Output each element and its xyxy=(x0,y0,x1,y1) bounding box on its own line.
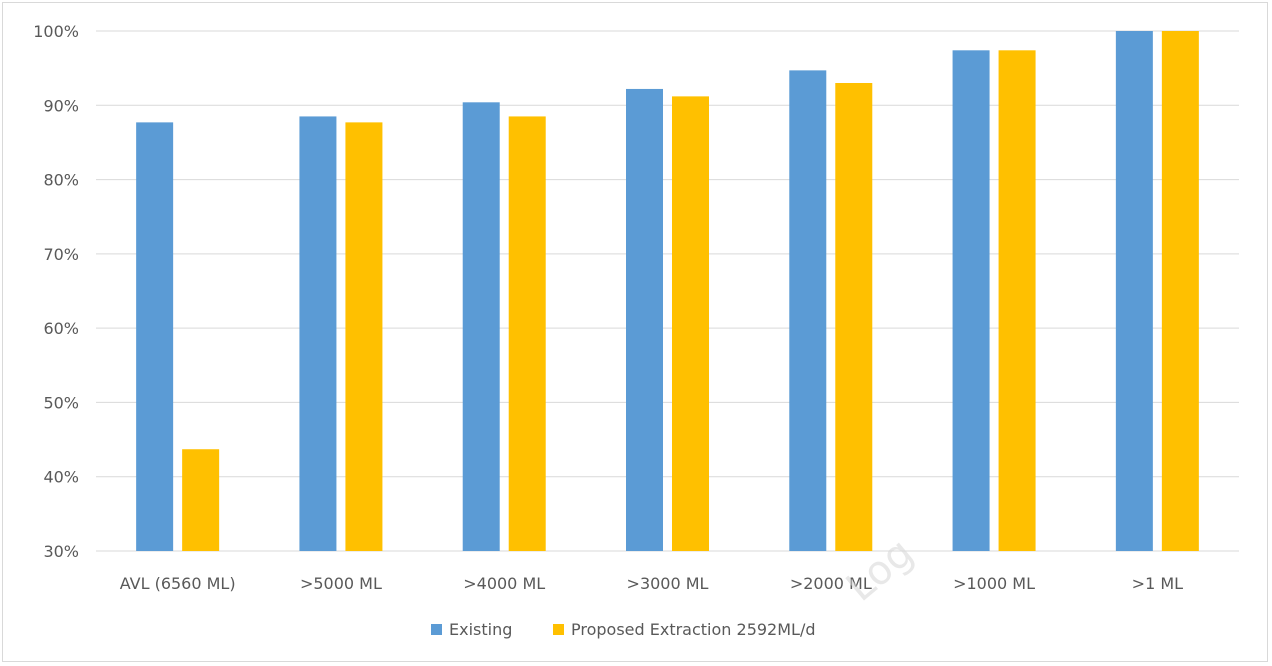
legend-label: Proposed Extraction 2592ML/d xyxy=(571,620,816,639)
bar-existing xyxy=(952,50,990,552)
x-axis-tick-labels: AVL (6560 ML) >5000 ML >4000 ML >3000 ML >20… xyxy=(120,574,1183,593)
bar-existing xyxy=(1115,31,1153,551)
x-tick-label: >3000 ML xyxy=(627,574,709,593)
y-axis-tick-labels: 30% 40% 50% 60% 70% 80% 90% 100% xyxy=(33,22,79,561)
bar-proposed xyxy=(1161,31,1199,551)
y-tick-label: 90% xyxy=(43,96,79,115)
y-tick-label: 40% xyxy=(43,468,79,487)
bar-existing xyxy=(136,122,174,551)
bar-existing xyxy=(462,102,500,552)
gridlines xyxy=(96,30,1239,552)
x-tick-label: >4000 ML xyxy=(463,574,545,593)
bar-proposed xyxy=(508,116,546,551)
bar-proposed xyxy=(345,122,383,551)
x-tick-label: >5000 ML xyxy=(300,574,382,593)
y-tick-label: 100% xyxy=(33,22,79,41)
legend-swatch xyxy=(431,624,442,635)
y-tick-label: 80% xyxy=(43,171,79,190)
bar-existing xyxy=(789,70,827,551)
y-tick-label: 30% xyxy=(43,542,79,561)
x-tick-label: >1000 ML xyxy=(953,574,1035,593)
y-tick-label: 60% xyxy=(43,319,79,338)
bar-proposed xyxy=(835,83,873,551)
bars xyxy=(136,31,1199,552)
x-tick-label: AVL (6560 ML) xyxy=(120,574,236,593)
x-tick-label: >1 ML xyxy=(1132,574,1183,593)
bar-existing xyxy=(626,88,663,551)
bar-proposed xyxy=(182,449,220,551)
bar-existing xyxy=(299,116,337,551)
y-tick-label: 50% xyxy=(43,393,79,412)
bar-proposed xyxy=(672,96,709,551)
legend-label: Existing xyxy=(449,620,512,639)
bar-proposed xyxy=(998,50,1036,552)
x-tick-label: >2000 ML xyxy=(790,574,872,593)
bar-chart: 30% 40% 50% 60% 70% 80% 90% 100% AVL (6560 ML) >… xyxy=(33,22,1239,639)
y-tick-label: 70% xyxy=(43,245,79,264)
legend-swatch xyxy=(553,624,564,635)
legend: Existing Proposed Extraction 2592ML/d xyxy=(431,620,816,639)
